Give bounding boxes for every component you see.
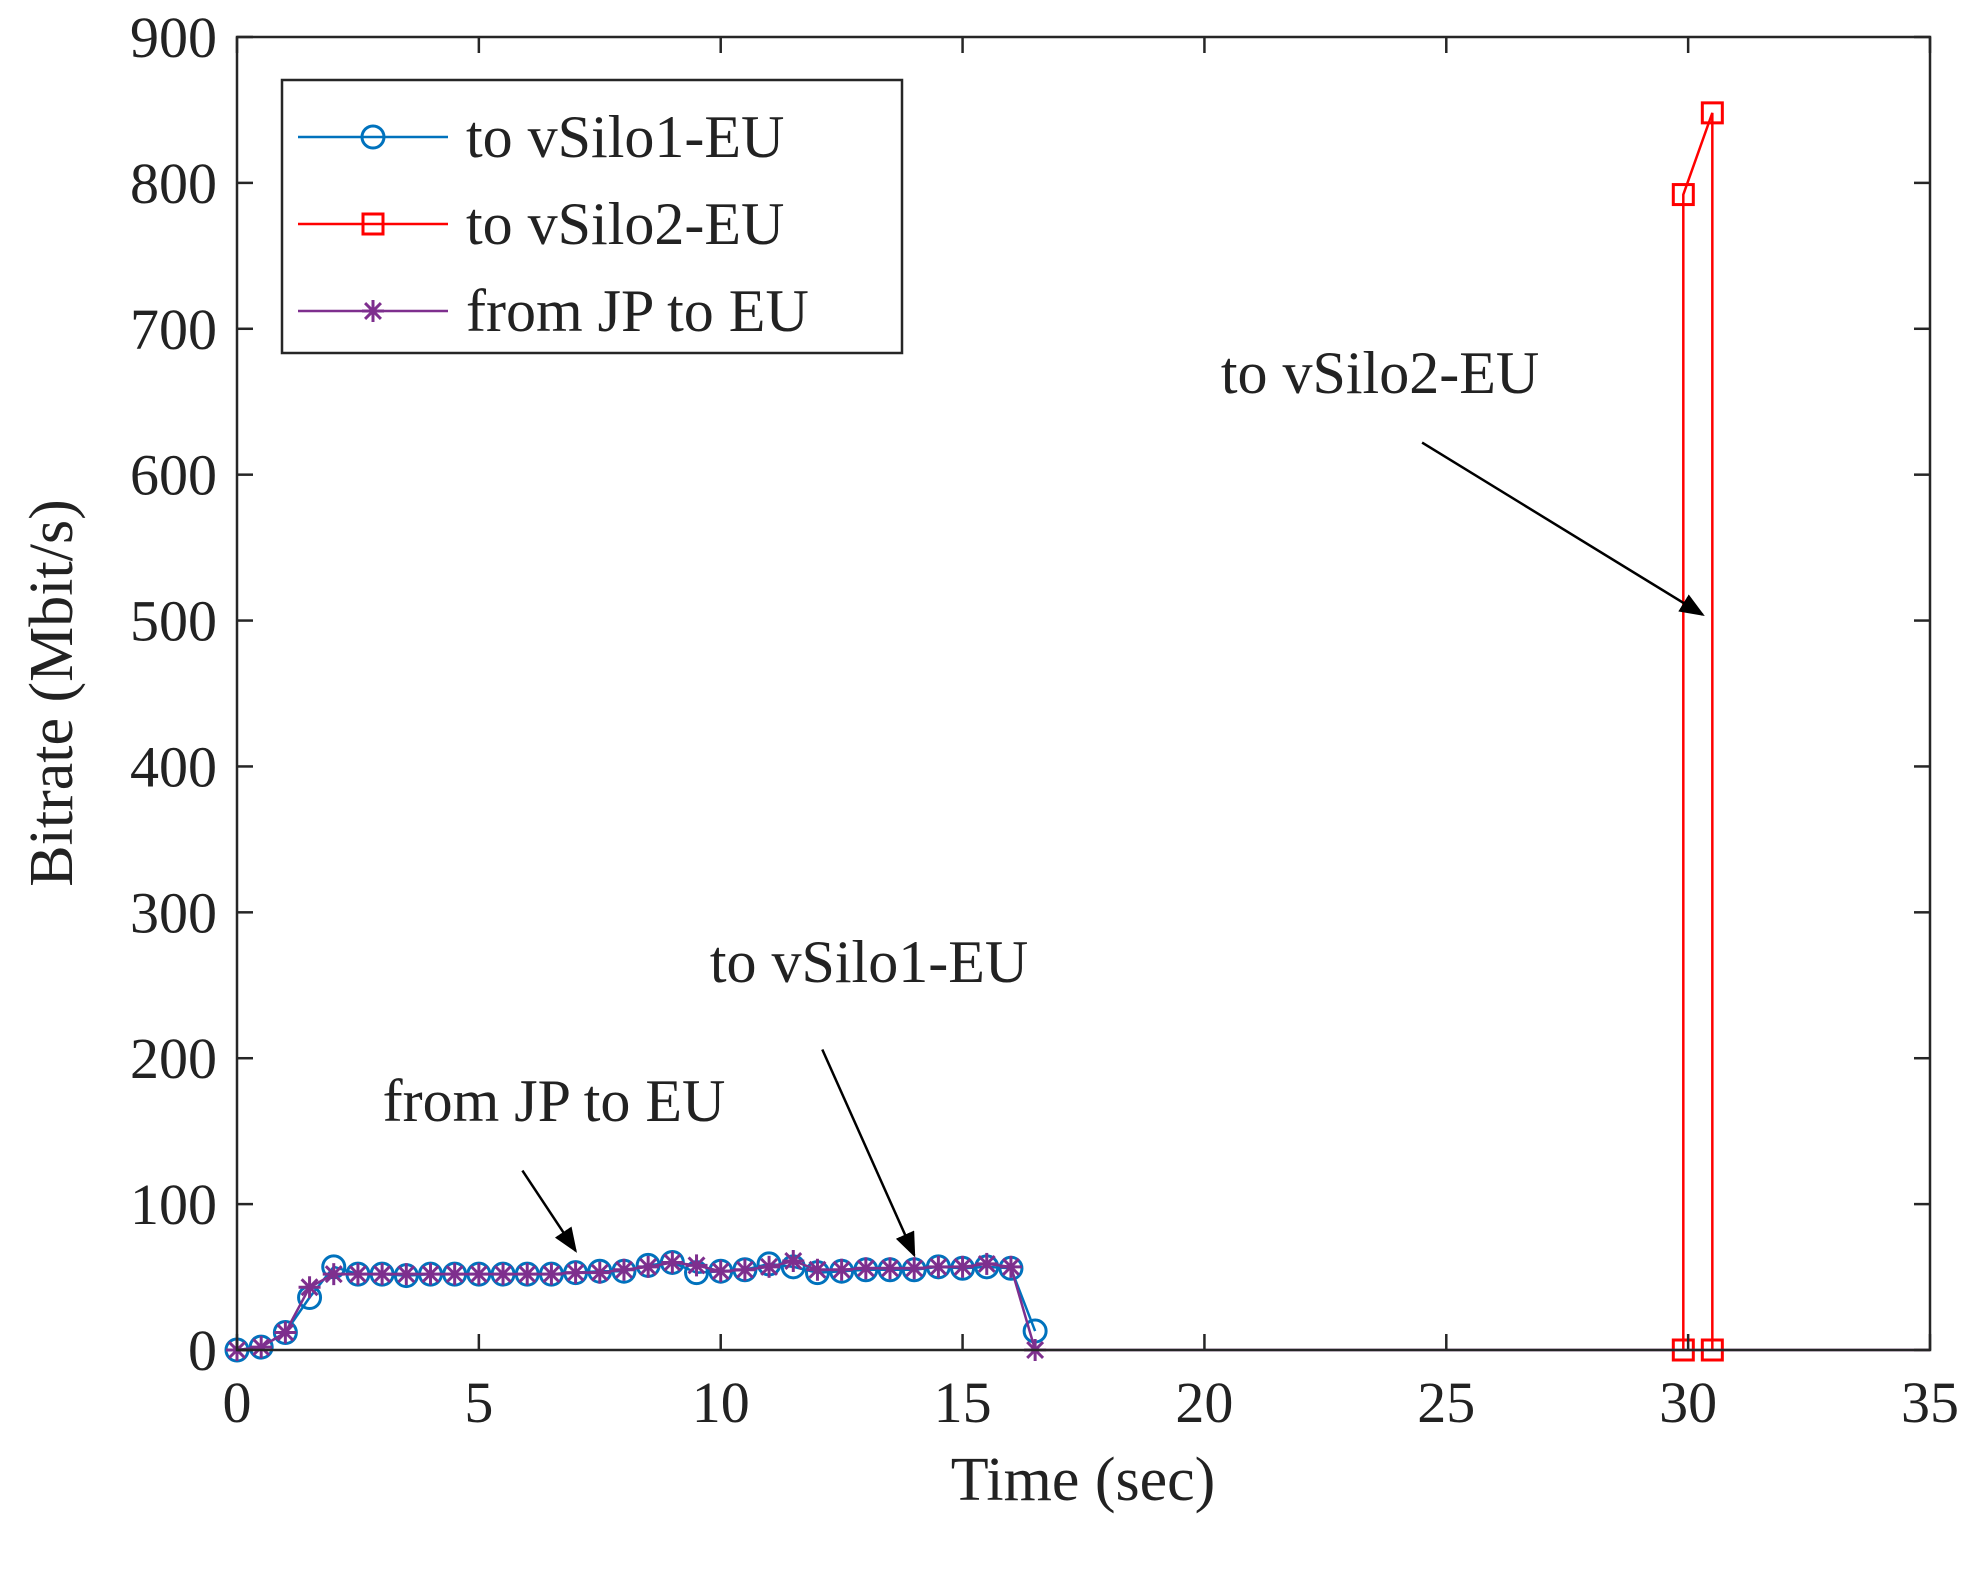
x-tick-label: 25 xyxy=(1417,1370,1475,1435)
legend-swatch-marker xyxy=(362,300,384,322)
series-3-point xyxy=(322,1263,345,1286)
legend: to vSilo1-EU to vSilo2-EU from JP to EU xyxy=(280,78,904,355)
x-tick-label: 30 xyxy=(1659,1370,1717,1435)
x-tick-label: 20 xyxy=(1175,1370,1233,1435)
series-3-point xyxy=(612,1258,635,1281)
series-3-point xyxy=(443,1263,466,1286)
x-tick-label: 15 xyxy=(934,1370,992,1435)
series-3-point xyxy=(733,1258,756,1281)
series-3-point xyxy=(951,1255,974,1278)
legend-label: from JP to EU xyxy=(466,278,809,344)
annotation-label: from JP to EU xyxy=(383,1068,726,1134)
series-2-point xyxy=(1671,183,1695,207)
series-3-point xyxy=(371,1263,394,1286)
series-3-point xyxy=(274,1321,297,1344)
y-tick-label: 100 xyxy=(130,1172,217,1237)
series-3-point xyxy=(903,1257,926,1280)
series-3-point xyxy=(879,1257,902,1280)
series-3-point xyxy=(588,1261,611,1284)
series-3-point xyxy=(516,1263,539,1286)
y-tick-label: 500 xyxy=(130,589,217,654)
series-3-point xyxy=(250,1336,273,1359)
annotation-2: to vSilo1-EU xyxy=(710,929,1028,1258)
series-2-line xyxy=(1682,112,1714,1350)
annotation-3: from JP to EU xyxy=(383,1068,726,1253)
series-3-point xyxy=(492,1263,515,1286)
x-tick-label: 35 xyxy=(1901,1370,1959,1435)
y-tick-label: 600 xyxy=(130,443,217,508)
series-3-point xyxy=(830,1258,853,1281)
x-tick-label: 10 xyxy=(692,1370,750,1435)
series-3-point xyxy=(854,1257,877,1280)
series-3-point xyxy=(806,1258,829,1281)
series-3-point xyxy=(999,1255,1022,1278)
series-layer xyxy=(224,101,1930,1363)
annotation-layer: to vSilo2-EU to vSilo1-EU from JP to EU xyxy=(383,340,1705,1258)
y-axis-label: Bitrate (Mbit/s) xyxy=(18,499,86,886)
x-axis-label: Time (sec) xyxy=(951,1446,1216,1514)
series-3-point xyxy=(685,1254,708,1277)
y-tick-label: 900 xyxy=(130,5,217,70)
annotation-arrow xyxy=(821,1048,916,1258)
series-3-point xyxy=(637,1255,660,1278)
legend-swatch-marker xyxy=(360,124,386,150)
legend-box xyxy=(280,78,904,355)
series-2-point xyxy=(1700,101,1724,125)
series-3-point xyxy=(709,1260,732,1283)
series-3-point xyxy=(467,1263,490,1286)
annotation-1: to vSilo2-EU xyxy=(1221,340,1705,617)
y-tick-label: 800 xyxy=(130,151,217,216)
series-3 xyxy=(226,1250,1930,1361)
tick-layer: 0 5 10 15 20 25 30 35 0 100 200 300 400 500 600 700 800 9… xyxy=(130,5,1959,1435)
x-tick-label: 0 xyxy=(223,1370,252,1435)
annotation-label: to vSilo2-EU xyxy=(1221,340,1539,406)
legend-entry-1: to vSilo1-EU xyxy=(298,104,784,170)
series-3-point xyxy=(298,1276,321,1299)
y-tick-label: 400 xyxy=(130,734,217,799)
series-3-point xyxy=(758,1255,781,1278)
legend-label: to vSilo2-EU xyxy=(466,191,784,257)
y-tick-label: 700 xyxy=(130,297,217,362)
legend-entry-3: from JP to EU xyxy=(298,278,809,344)
legend-label: to vSilo1-EU xyxy=(466,104,784,170)
series-3-point xyxy=(927,1255,950,1278)
annotation-arrow xyxy=(521,1169,577,1253)
y-tick-label: 200 xyxy=(130,1026,217,1091)
series-3-point xyxy=(975,1252,998,1275)
series-3-point xyxy=(540,1263,563,1286)
x-tick-label: 5 xyxy=(464,1370,493,1435)
series-3-point xyxy=(346,1263,369,1286)
legend-swatch-marker xyxy=(361,212,385,236)
series-3-point xyxy=(564,1261,587,1284)
series-3-point xyxy=(661,1251,684,1274)
annotation-label: to vSilo1-EU xyxy=(710,929,1028,995)
series-3-point xyxy=(419,1263,442,1286)
y-tick-label: 300 xyxy=(130,880,217,945)
y-tick-label: 0 xyxy=(188,1318,217,1383)
series-3-point xyxy=(395,1263,418,1286)
series-3-point xyxy=(782,1250,805,1273)
plot-frame xyxy=(235,35,1932,1352)
legend-entry-2: to vSilo2-EU xyxy=(298,191,784,257)
annotation-arrow xyxy=(1421,441,1705,617)
